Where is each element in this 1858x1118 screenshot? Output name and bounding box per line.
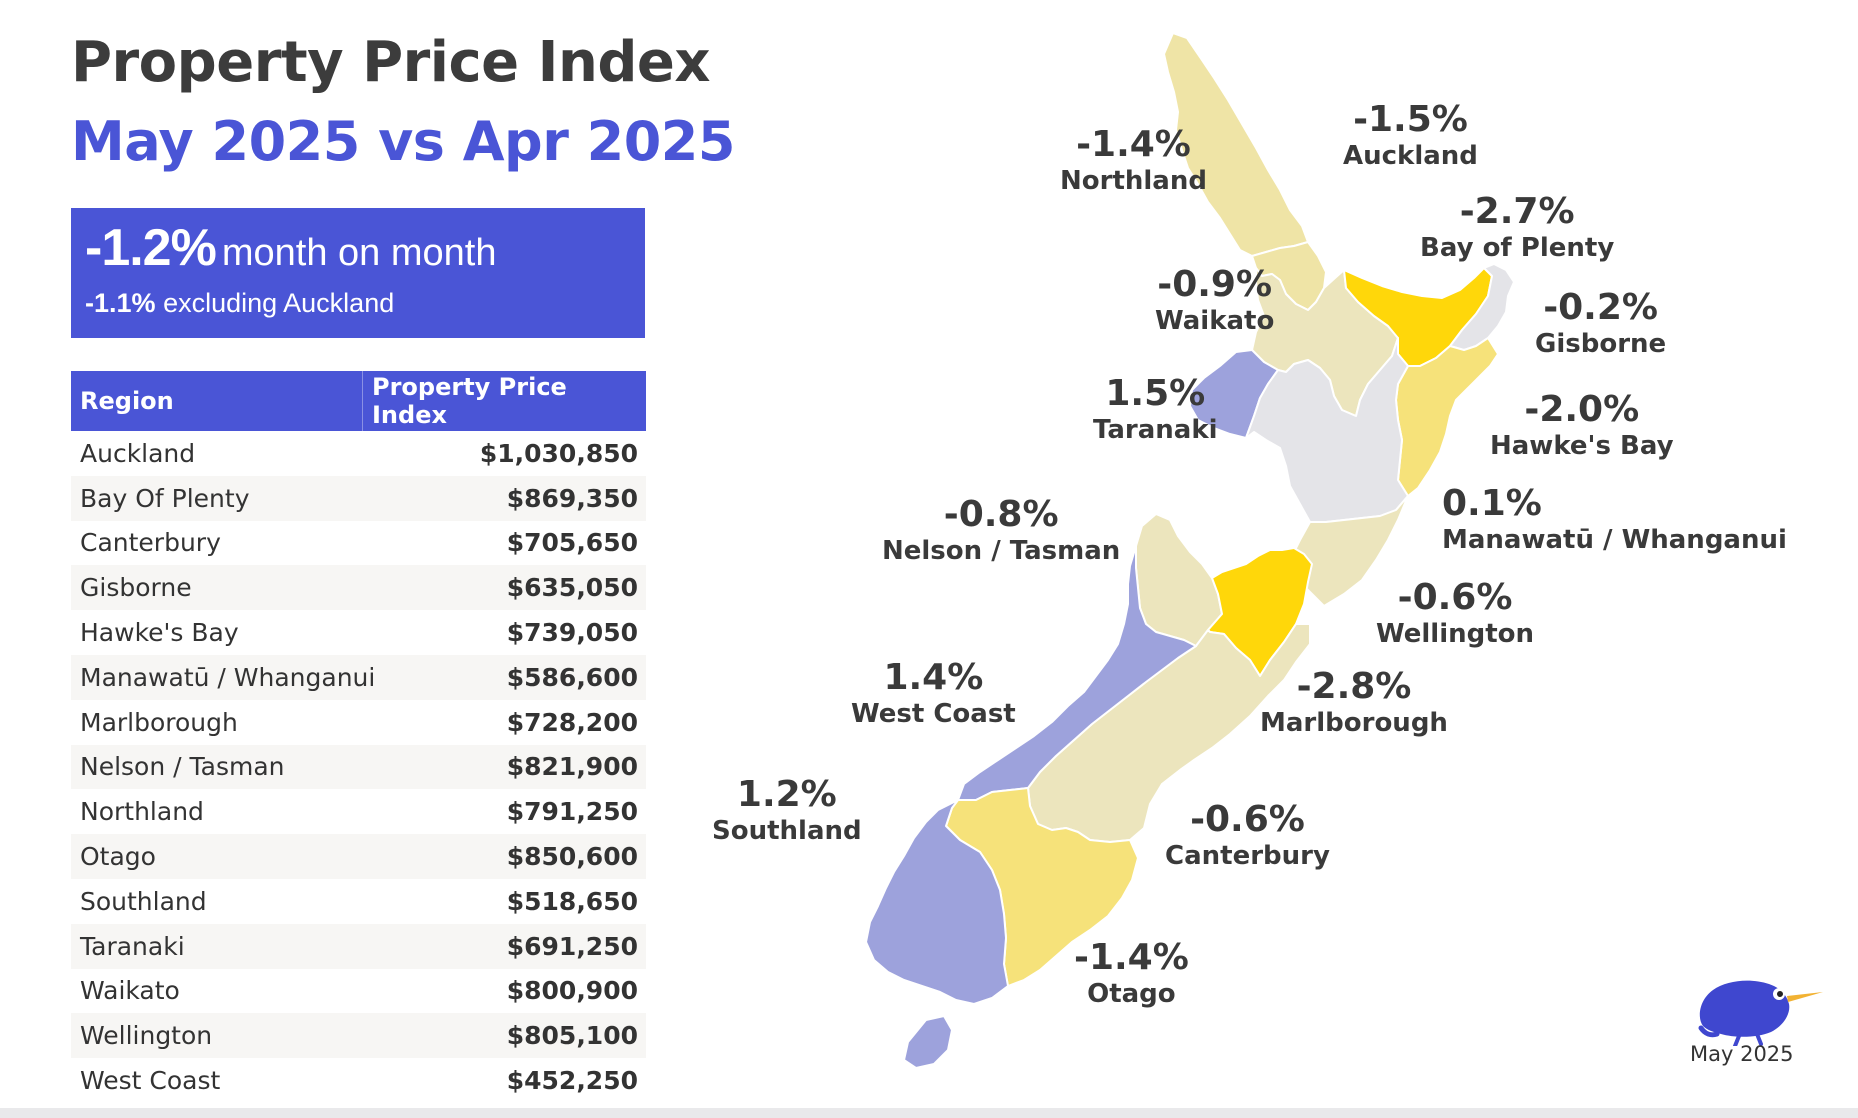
price-index-table: Region Property Price Index Auckland $1,0… xyxy=(71,371,646,1103)
map-region-southland xyxy=(865,799,1009,1005)
map-label-taranaki: 1.5% Taranaki xyxy=(1093,373,1218,446)
map-region-stewart-island xyxy=(903,1015,953,1069)
map-label-southland: 1.2% Southland xyxy=(712,774,862,847)
page-subtitle: May 2025 vs Apr 2025 xyxy=(71,110,735,173)
table-header: Region Property Price Index xyxy=(71,371,646,431)
map-label-nelson-tasman: -0.8% Nelson / Tasman xyxy=(882,494,1121,567)
row-index-value: $635,050 xyxy=(506,573,638,603)
row-region: Canterbury xyxy=(80,528,221,558)
map-label-northland: -1.4% Northland xyxy=(1060,124,1207,197)
secondary-change: -1.1% excluding Auckland xyxy=(85,288,394,319)
table-row: Hawke's Bay $739,050 xyxy=(71,610,646,655)
row-region: Gisborne xyxy=(80,573,192,603)
secondary-pct: -1.1% xyxy=(85,288,156,318)
table-row: Marlborough $728,200 xyxy=(71,700,646,745)
nz-region-map xyxy=(865,32,1515,1069)
map-label-canterbury: -0.6% Canterbury xyxy=(1165,799,1330,872)
row-region: Nelson / Tasman xyxy=(80,752,285,782)
row-region: Auckland xyxy=(80,438,196,468)
headline-pct: -1.2% xyxy=(85,219,217,277)
row-region: Hawke's Bay xyxy=(80,618,239,648)
table-row: Northland $791,250 xyxy=(71,789,646,834)
row-index-value: $739,050 xyxy=(506,618,638,648)
map-label-otago: -1.4% Otago xyxy=(1074,937,1189,1010)
row-region: Waikato xyxy=(80,976,180,1006)
headline-change: -1.2% month on month xyxy=(85,218,496,278)
column-header-index: Property Price Index xyxy=(372,373,567,429)
map-label-west-coast: 1.4% West Coast xyxy=(851,657,1016,730)
table-row: Gisborne $635,050 xyxy=(71,565,646,611)
row-index-value: $1,030,850 xyxy=(479,438,638,468)
kiwi-bird-icon xyxy=(1698,980,1823,1046)
table-row: Southland $518,650 xyxy=(71,879,646,924)
table-row: Nelson / Tasman $821,900 xyxy=(71,744,646,790)
row-index-value: $805,100 xyxy=(506,1021,638,1051)
table-row: Bay Of Plenty $869,350 xyxy=(71,475,646,521)
secondary-text: excluding Auckland xyxy=(163,288,395,318)
row-region: Wellington xyxy=(80,1021,213,1051)
table-row: Canterbury $705,650 xyxy=(71,521,646,566)
row-index-value: $728,200 xyxy=(506,707,638,737)
summary-card: -1.2% month on month -1.1% excluding Auck… xyxy=(71,208,645,338)
map-label-auckland: -1.5% Auckland xyxy=(1343,99,1478,172)
row-index-value: $691,250 xyxy=(506,931,638,961)
table-row: Wellington $805,100 xyxy=(71,1013,646,1059)
row-index-value: $586,600 xyxy=(506,662,638,692)
row-region: Bay Of Plenty xyxy=(80,483,250,513)
table-row: West Coast $452,250 xyxy=(71,1058,646,1103)
map-label-marlborough: -2.8% Marlborough xyxy=(1260,666,1448,739)
column-header-region: Region xyxy=(71,371,363,431)
table-body: Auckland $1,030,850 Bay Of Plenty $869,350 C… xyxy=(71,431,646,1103)
table-row: Auckland $1,030,850 xyxy=(71,431,646,476)
row-index-value: $800,900 xyxy=(506,976,638,1006)
row-index-value: $705,650 xyxy=(506,528,638,558)
row-index-value: $791,250 xyxy=(506,797,638,827)
map-label-wellington: -0.6% Wellington xyxy=(1376,577,1535,650)
table-row: Otago $850,600 xyxy=(71,834,646,879)
row-region: West Coast xyxy=(80,1066,221,1096)
row-index-value: $821,900 xyxy=(506,752,638,782)
row-index-value: $452,250 xyxy=(506,1066,638,1096)
row-index-value: $850,600 xyxy=(506,842,638,872)
row-region: Taranaki xyxy=(80,931,185,961)
map-label-gisborne: -0.2% Gisborne xyxy=(1535,287,1667,360)
logo-date: May 2025 xyxy=(1690,1042,1794,1066)
headline-text: month on month xyxy=(221,232,497,274)
row-region: Otago xyxy=(80,842,156,872)
row-region: Northland xyxy=(80,797,204,827)
table-row: Taranaki $691,250 xyxy=(71,923,646,969)
map-region-manawatu-whanganui xyxy=(1245,337,1409,523)
row-index-value: $518,650 xyxy=(506,886,638,916)
page-title: Property Price Index xyxy=(71,30,711,95)
map-label-hawkes-bay: -2.0% Hawke's Bay xyxy=(1490,389,1674,462)
row-index-value: $869,350 xyxy=(506,483,638,513)
table-row: Manawatū / Whanganui $586,600 xyxy=(71,654,646,700)
map-label-bay-of-plenty: -2.7% Bay of Plenty xyxy=(1420,191,1615,264)
table-row: Waikato $800,900 xyxy=(71,969,646,1014)
map-label-waikato: -0.9% Waikato xyxy=(1155,264,1275,337)
map-label-manawatu-whanganui: 0.1% Manawatū / Whanganui xyxy=(1442,483,1787,556)
row-region: Southland xyxy=(80,886,207,916)
row-region: Marlborough xyxy=(80,707,238,737)
row-region: Manawatū / Whanganui xyxy=(80,662,376,692)
bottom-strip xyxy=(0,1108,1858,1118)
